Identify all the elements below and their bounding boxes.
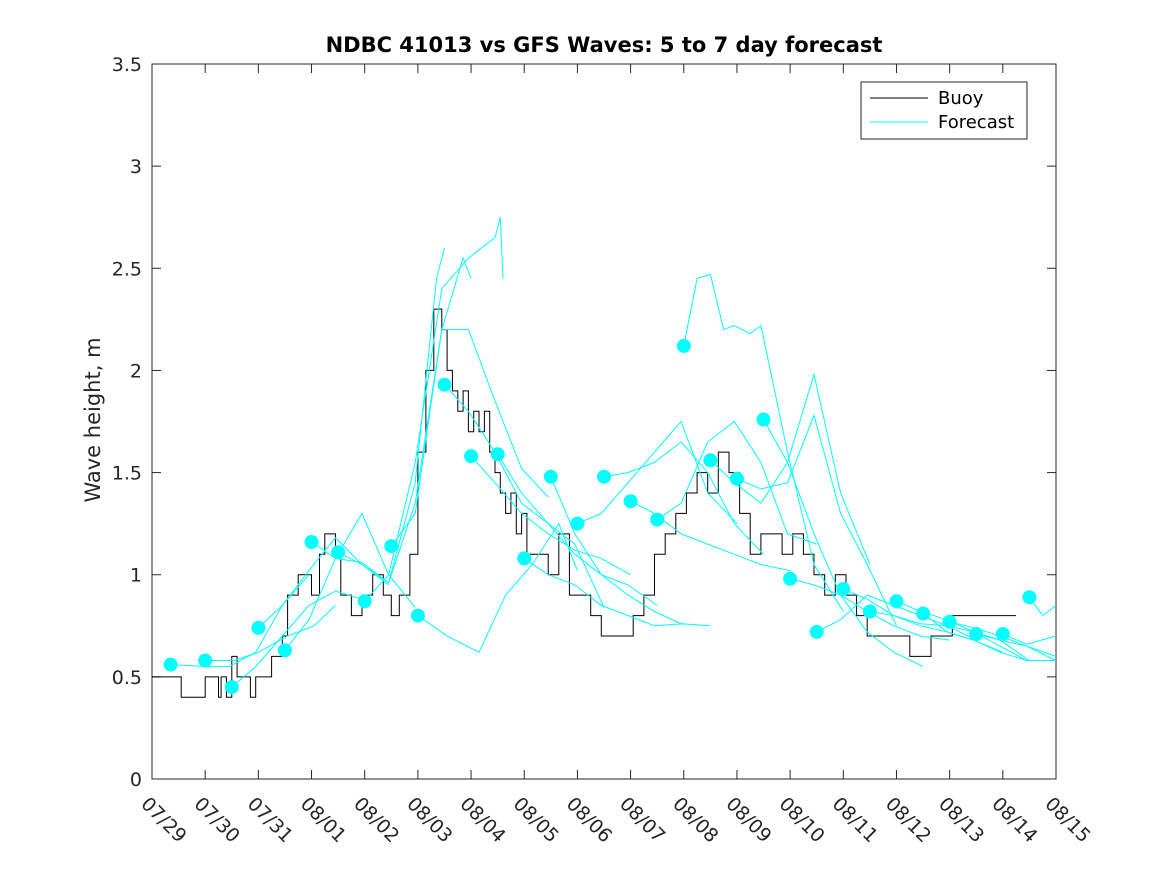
forecast-series-line-4 <box>284 512 416 651</box>
x-tick-label-7: 08/05 <box>509 793 563 847</box>
forecast-marker-7 <box>357 594 372 609</box>
chart-title: NDBC 41013 vs GFS Waves: 5 to 7 day fore… <box>326 33 883 57</box>
forecast-series-line-32 <box>1028 596 1057 617</box>
x-tick-label-16: 08/14 <box>987 793 1041 847</box>
forecast-series-line-15 <box>577 420 738 525</box>
forecast-series-line-8 <box>390 329 549 547</box>
forecast-series-line-21 <box>736 413 897 627</box>
x-tick-label-3: 08/01 <box>296 793 350 847</box>
y-axis-label: Wave height, m <box>81 337 105 502</box>
forecast-marker-26 <box>862 604 877 619</box>
y-tick-label-2: 1 <box>130 565 142 587</box>
legend-buoy-label: Buoy <box>938 88 984 109</box>
y-tick-label-4: 2 <box>130 360 142 382</box>
forecast-marker-23 <box>783 571 798 586</box>
forecast-series-line-6 <box>337 256 472 584</box>
forecast-marker-17 <box>623 494 638 509</box>
forecast-marker-29 <box>942 614 957 629</box>
forecast-marker-22 <box>756 412 771 427</box>
forecast-marker-16 <box>597 469 611 484</box>
x-tick-label-17: 08/15 <box>1040 793 1094 847</box>
forecast-marker-3 <box>251 620 266 635</box>
forecast-marker-6 <box>331 545 346 560</box>
forecast-series-line-14 <box>550 476 711 627</box>
forecast-marker-24 <box>809 624 824 639</box>
forecast-marker-21 <box>729 471 744 486</box>
forecast-marker-12 <box>490 447 505 462</box>
forecast-series-line-12 <box>497 453 658 606</box>
forecast-marker-28 <box>916 606 931 621</box>
forecast-marker-14 <box>543 469 558 484</box>
forecast-marker-31 <box>995 627 1010 641</box>
x-tick-label-4: 08/02 <box>349 793 403 847</box>
x-tick-label-0: 07/29 <box>136 793 190 847</box>
y-tick-label-0: 0 <box>130 769 142 791</box>
forecast-series-line-28 <box>922 613 1056 661</box>
forecast-marker-32 <box>1022 590 1037 605</box>
forecast-series-line-9 <box>417 522 578 653</box>
x-tick-label-9: 08/07 <box>615 793 669 847</box>
forecast-marker-11 <box>464 449 479 464</box>
x-tick-label-15: 08/13 <box>934 793 988 847</box>
forecast-series-line-10 <box>444 384 605 608</box>
forecast-series-line-31 <box>1002 633 1057 645</box>
forecast-marker-0 <box>163 657 178 672</box>
x-tick-label-14: 08/12 <box>881 793 935 847</box>
forecast-marker-25 <box>836 582 851 596</box>
x-tick-label-13: 08/11 <box>828 793 882 847</box>
forecast-marker-19 <box>676 338 691 353</box>
legend-forecast-label: Forecast <box>938 112 1014 133</box>
forecast-series-line-7 <box>364 217 504 602</box>
forecast-marker-10 <box>437 377 452 392</box>
forecast-marker-15 <box>570 516 585 531</box>
forecast-marker-13 <box>517 551 532 566</box>
forecast-series-line-30 <box>976 633 1057 661</box>
forecast-marker-4 <box>277 643 292 658</box>
plot-area: 00.511.522.533.507/2907/3007/3108/0108/0… <box>112 54 1095 847</box>
forecast-series-line-19 <box>683 273 844 612</box>
x-tick-label-11: 08/09 <box>721 793 775 847</box>
forecast-marker-8 <box>384 539 399 554</box>
legend-box <box>860 81 1028 140</box>
x-tick-label-6: 08/04 <box>456 793 510 847</box>
x-tick-label-5: 08/03 <box>402 793 456 847</box>
forecast-marker-18 <box>650 512 665 527</box>
forecast-series-line-1 <box>205 605 336 661</box>
y-tick-label-1: 0.5 <box>112 667 142 689</box>
forecast-marker-9 <box>410 608 425 623</box>
forecast-marker-20 <box>703 453 718 468</box>
legend: Buoy Forecast <box>860 81 1028 140</box>
y-tick-label-3: 1.5 <box>112 463 142 485</box>
x-tick-label-1: 07/30 <box>190 793 244 847</box>
x-tick-label-10: 08/08 <box>668 793 722 847</box>
forecast-series-line-13 <box>523 557 684 627</box>
forecast-series-line-2 <box>231 590 363 688</box>
forecast-marker-1 <box>198 653 213 668</box>
forecast-marker-2 <box>224 680 239 695</box>
forecast-marker-5 <box>304 535 319 549</box>
forecast-series-line-18 <box>656 420 817 545</box>
x-tick-label-2: 07/31 <box>243 793 297 847</box>
x-tick-label-8: 08/06 <box>562 793 616 847</box>
plot-frame <box>151 63 1057 780</box>
x-tick-label-12: 08/10 <box>775 793 829 847</box>
forecast-series-line-16 <box>603 441 764 555</box>
y-tick-label-6: 3 <box>130 156 142 178</box>
forecast-marker-27 <box>889 594 904 609</box>
forecast-marker-30 <box>969 627 984 641</box>
y-tick-label-5: 2.5 <box>112 258 142 280</box>
forecast-series-line-11 <box>470 455 631 576</box>
y-tick-label-7: 3.5 <box>112 54 142 76</box>
